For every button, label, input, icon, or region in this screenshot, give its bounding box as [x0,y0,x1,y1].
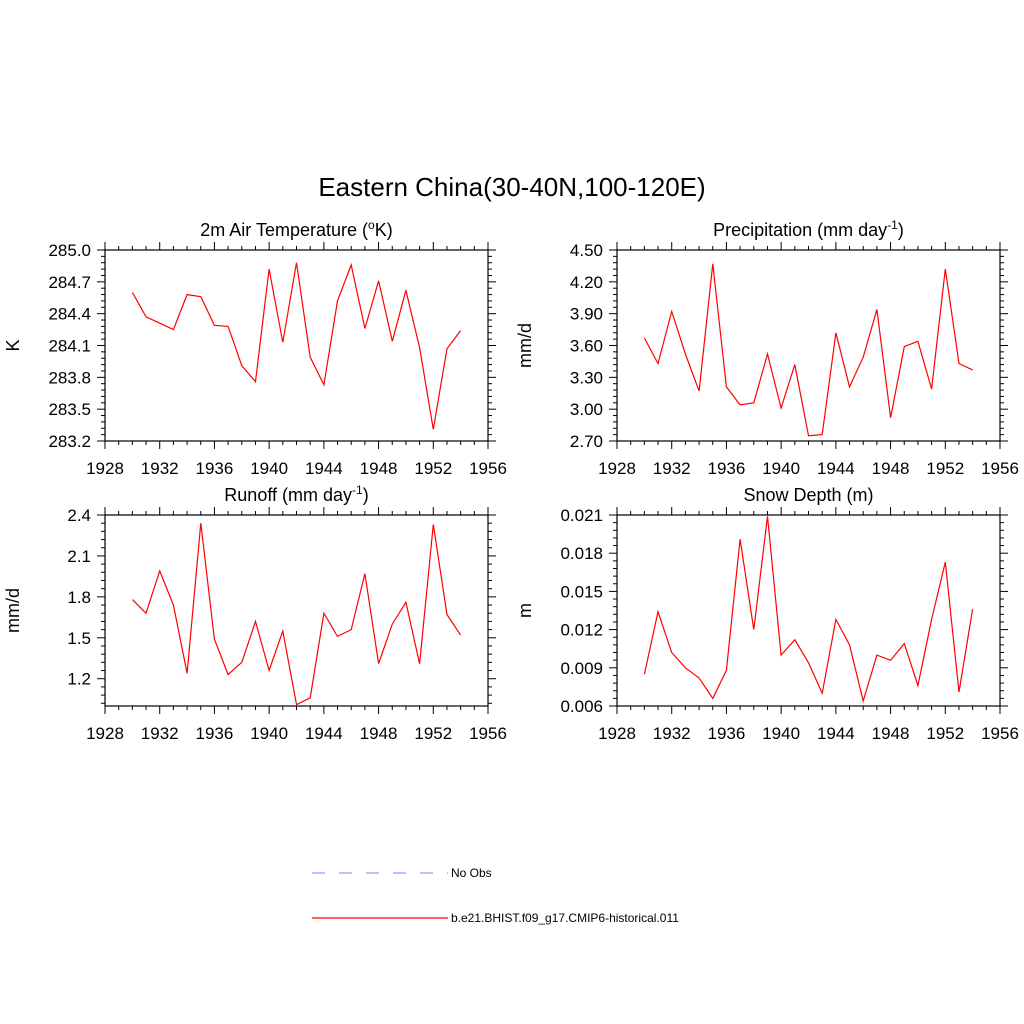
y-tick-label: 1.5 [67,629,91,648]
x-tick-label: 1948 [872,724,910,743]
x-tick-label: 1940 [250,724,288,743]
x-tick-label: 1932 [653,459,691,478]
y-tick-label: 283.5 [48,400,91,419]
x-tick-label: 1928 [598,459,636,478]
y-tick-label: 283.8 [48,368,91,387]
x-tick-label: 1944 [305,724,343,743]
series-line-temperature [131,262,462,430]
y-axis-label: mm/d [515,323,535,368]
y-tick-label: 284.7 [48,273,91,292]
y-tick-label: 284.1 [48,337,91,356]
x-tick-label: 1940 [250,459,288,478]
y-tick-label: 3.90 [570,305,603,324]
y-tick-label: 3.30 [570,368,603,387]
y-tick-label: 0.021 [560,506,603,525]
series-line-runoff [131,523,462,706]
plot-frame [616,514,1001,707]
panel-precipitation: Precipitation (mm day-1) mm/d 1928 1932 1936… [515,218,1019,478]
x-tick-label: 1944 [817,724,855,743]
series-line-snow-depth [643,516,974,704]
panel-title: 2m Air Temperature (oK) [200,218,392,240]
y-tick-label: 4.20 [570,273,603,292]
x-tick-label: 1948 [360,459,398,478]
x-tick-label: 1936 [196,724,234,743]
legend-label-model: b.e21.BHIST.f09_g17.CMIP6-historical.011 [451,911,679,925]
x-tick-label: 1932 [653,724,691,743]
panel-title: Precipitation (mm day-1) [713,218,904,240]
y-tick-label: 0.015 [560,582,603,601]
y-axis-label: m [515,603,535,618]
x-tick-label: 1952 [926,724,964,743]
x-tick-label: 1940 [762,724,800,743]
y-tick-label: 2.4 [67,506,91,525]
y-axis-label: mm/d [3,588,23,633]
x-tick-label: 1952 [414,724,452,743]
x-tick-label: 1948 [872,459,910,478]
plot-frame [104,514,489,707]
x-tick-label: 1936 [196,459,234,478]
x-tick-label: 1952 [926,459,964,478]
x-tick-label: 1956 [981,724,1019,743]
panel-temperature: 2m Air Temperature (oK) K 1928 1932 1936 1940… [3,218,507,478]
x-tick-label: 1944 [817,459,855,478]
x-tick-label: 1932 [141,459,179,478]
y-tick-label: 283.2 [48,432,91,451]
y-tick-label: 0.018 [560,544,603,563]
y-tick-label: 1.8 [67,588,91,607]
figure-title: Eastern China(30-40N,100-120E) [318,172,705,202]
x-tick-label: 1948 [360,724,398,743]
series-line-precipitation [643,263,973,437]
y-tick-label: 284.4 [48,305,91,324]
legend: No Obs b.e21.BHIST.f09_g17.CMIP6-histori… [312,866,679,925]
x-tick-label: 1928 [86,724,124,743]
y-tick-label: 4.50 [570,241,603,260]
plot-frame [616,249,1001,442]
x-tick-label: 1956 [469,724,507,743]
legend-label-obs: No Obs [451,866,492,880]
y-axis-label: K [3,339,23,351]
x-tick-label: 1956 [981,459,1019,478]
panel-runoff: Runoff (mm day-1) mm/d 1928 1932 1936 1940 194… [3,483,507,743]
y-tick-label: 1.2 [67,670,91,689]
panels-group: 2m Air Temperature (oK) K 1928 1932 1936 1940… [3,218,1019,743]
x-tick-label: 1956 [469,459,507,478]
y-tick-label: 0.009 [560,659,603,678]
y-tick-label: 3.00 [570,400,603,419]
panel-snow-depth: Snow Depth (m) m 1928 1932 1936 1940 1944 1948 1… [515,485,1019,743]
y-tick-label: 0.006 [560,697,603,716]
y-tick-label: 285.0 [48,241,91,260]
x-tick-label: 1928 [86,459,124,478]
panel-title: Runoff (mm day-1) [224,483,368,505]
x-tick-label: 1932 [141,724,179,743]
y-tick-label: 0.012 [560,621,603,640]
x-tick-label: 1936 [708,459,746,478]
y-tick-label: 2.1 [67,547,91,566]
x-tick-label: 1952 [414,459,452,478]
y-tick-label: 2.70 [570,432,603,451]
x-tick-label: 1944 [305,459,343,478]
y-tick-label: 3.60 [570,337,603,356]
panel-title: Snow Depth (m) [743,485,873,505]
x-tick-label: 1936 [708,724,746,743]
x-tick-label: 1940 [762,459,800,478]
x-tick-label: 1928 [598,724,636,743]
